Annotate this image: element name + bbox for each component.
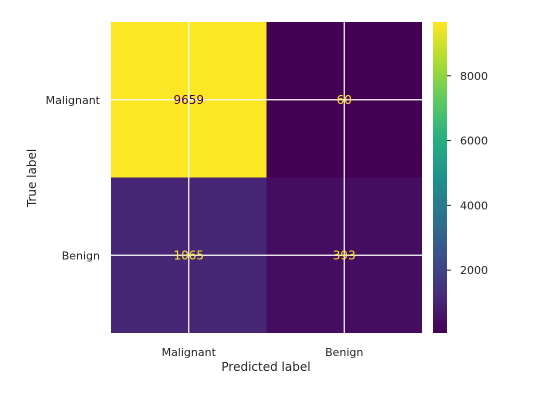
y-tick-label: Malignant [46,94,101,107]
cell-value-label: 393 [333,248,356,262]
cell-value-label: 60 [337,93,352,107]
y-axis-label: True label [25,149,39,208]
y-axis-ticks: Malignant Benign [46,94,101,263]
y-tick-label: Benign [62,249,100,262]
cell-value-label: 1065 [173,248,204,262]
colorbar-ticks: 2000 4000 6000 8000 [447,70,488,277]
colorbar [433,22,447,333]
x-axis-label: Predicted label [221,360,310,374]
colorbar-tick-label: 4000 [460,199,488,212]
heatmap-cells [111,22,422,333]
colorbar-tick-label: 8000 [460,70,488,83]
heatmap-grid [111,22,422,333]
x-tick-label: Benign [325,346,363,359]
cell-value-labels: 9659 60 1065 393 [173,93,355,263]
colorbar-tick-label: 6000 [460,135,488,148]
x-tick-label: Malignant [162,346,217,359]
x-axis-ticks: Malignant Benign [162,346,364,359]
cell-value-label: 9659 [173,93,204,107]
colorbar-tick-label: 2000 [460,264,488,277]
